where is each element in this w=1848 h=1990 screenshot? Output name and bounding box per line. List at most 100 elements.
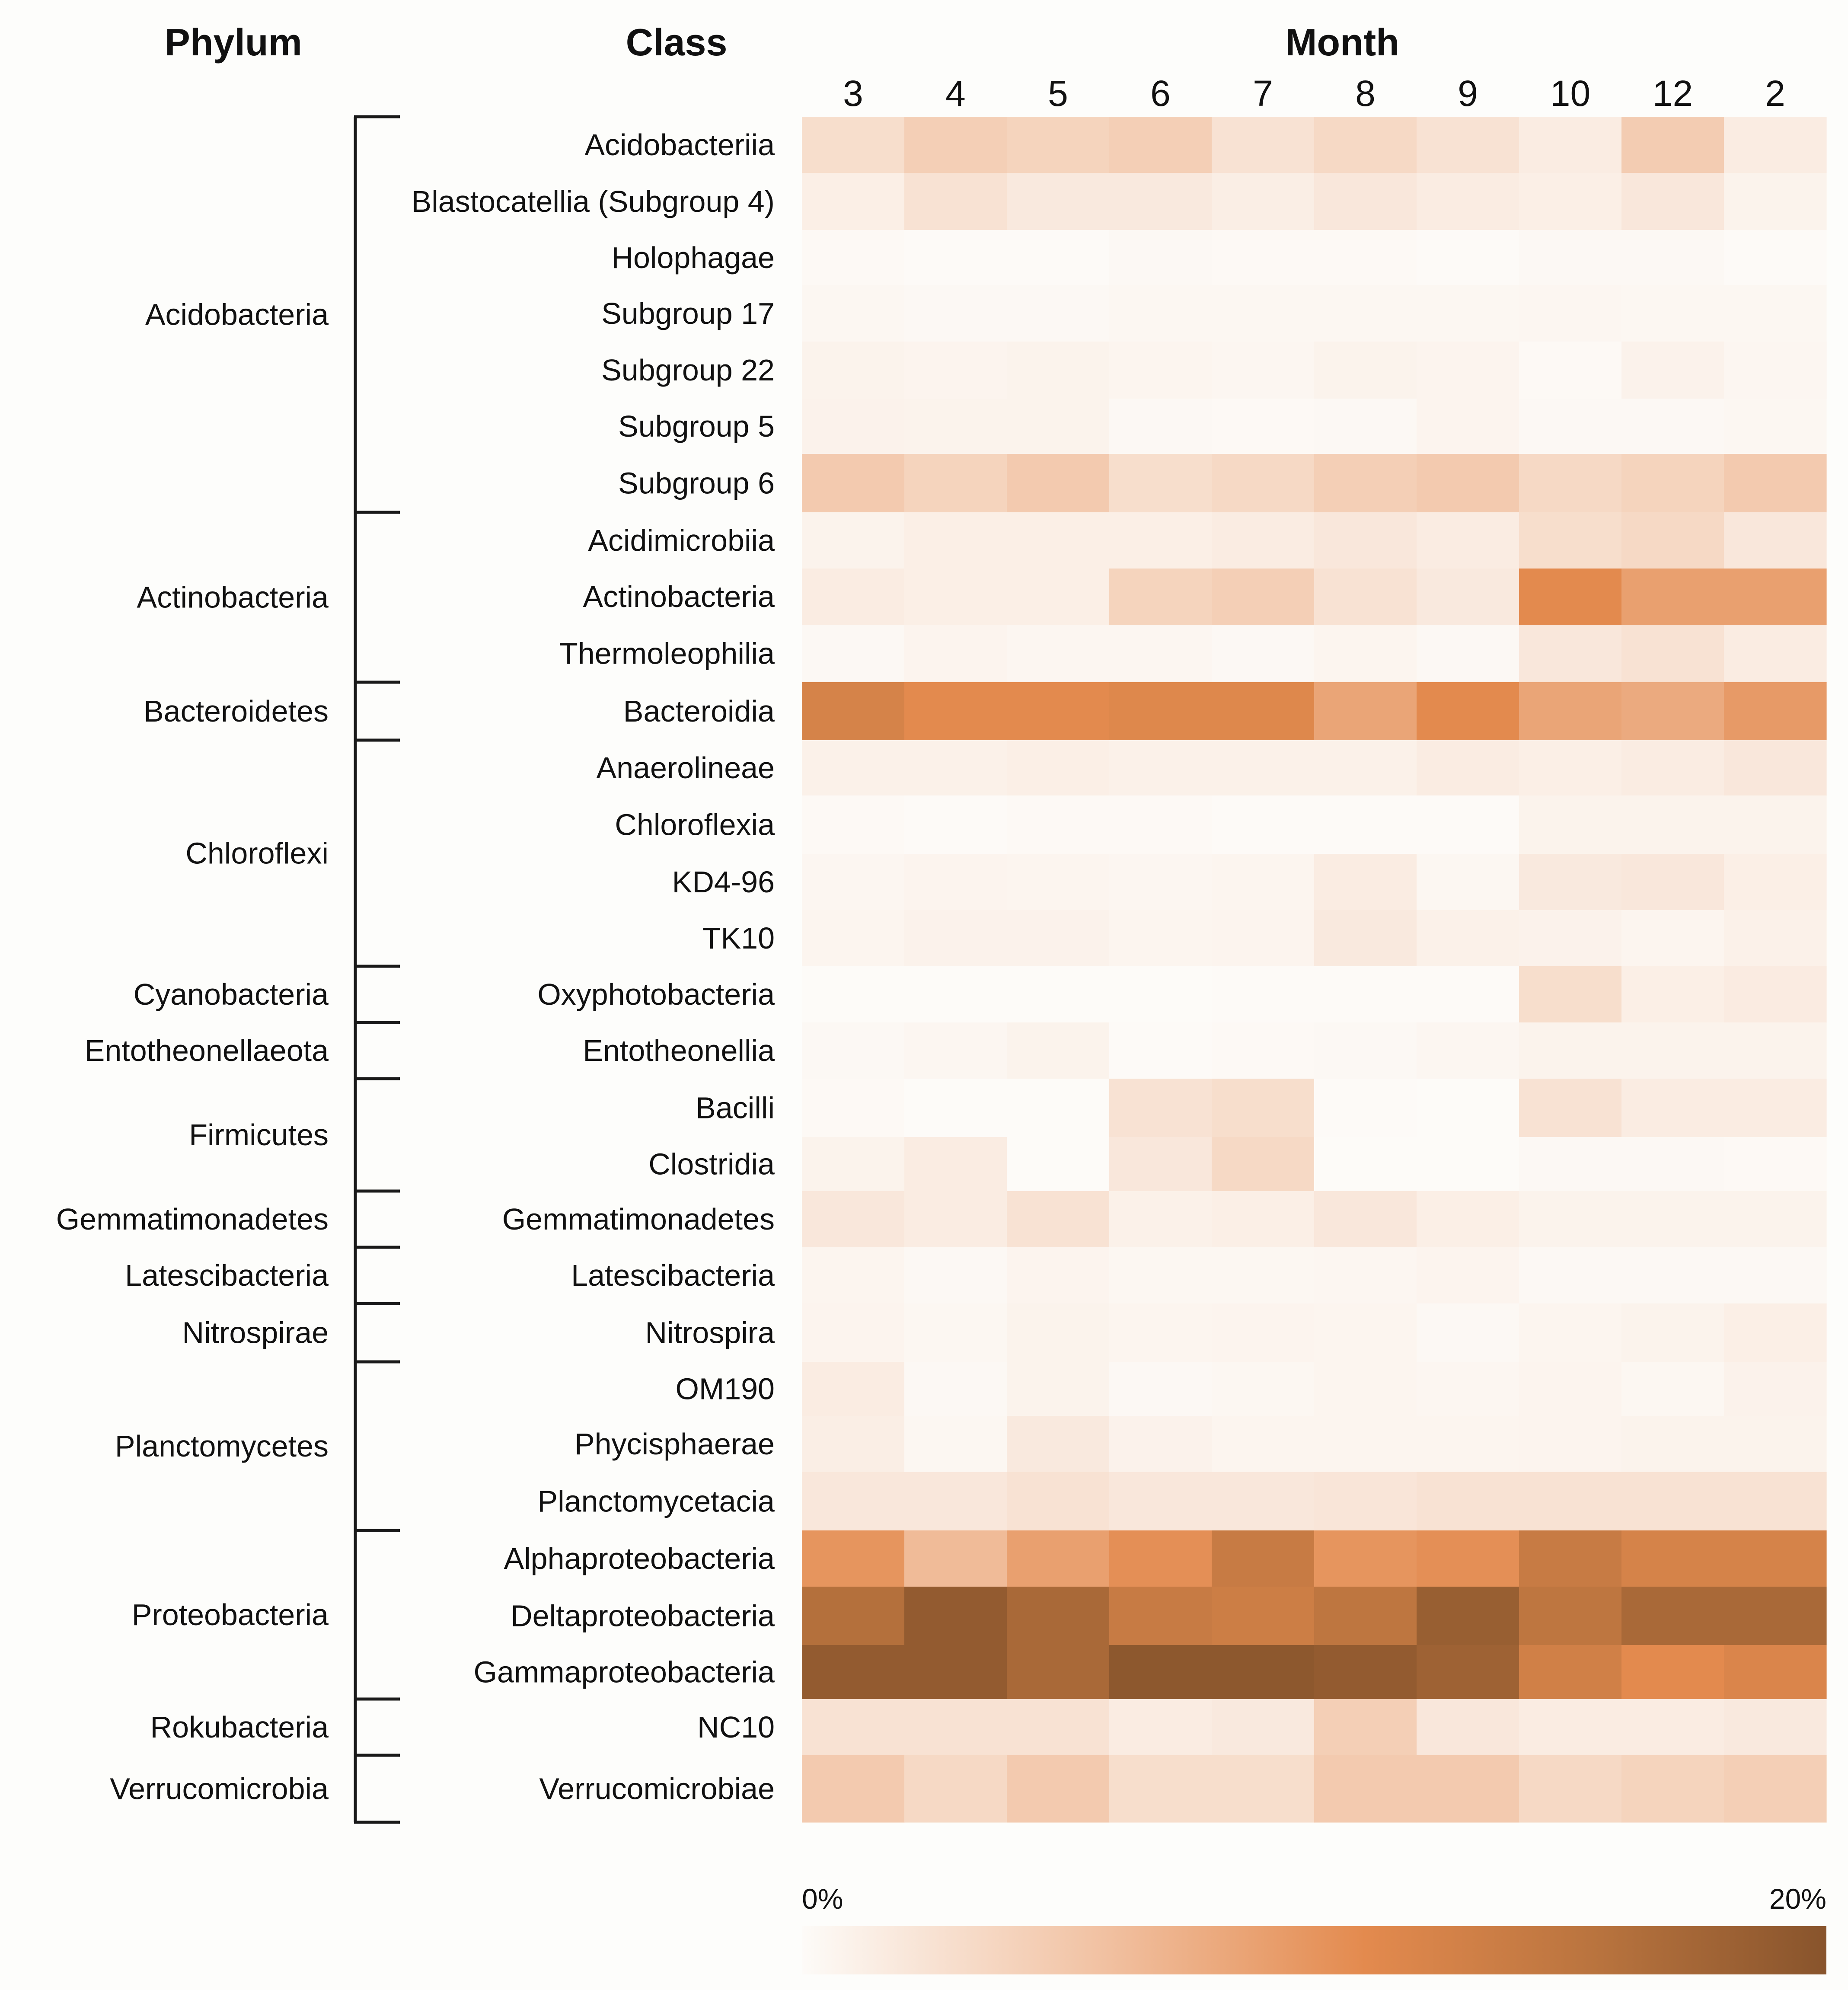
- phylum-label: Acidobacteria: [145, 298, 329, 332]
- colorbar: [802, 1926, 1826, 1974]
- month-label: 3: [843, 73, 863, 114]
- heatmap-cell: [1519, 740, 1622, 796]
- heatmap-cell: [1212, 454, 1315, 513]
- heatmap-cell: [1212, 1137, 1315, 1191]
- heatmap-cell: [1519, 966, 1622, 1023]
- phylum-label: Bacteroidetes: [144, 694, 329, 728]
- heatmap-cell: [1007, 569, 1110, 625]
- heatmap-cell: [1109, 740, 1212, 796]
- class-label: Alphaproteobacteria: [504, 1542, 775, 1575]
- heatmap-cell: [1519, 173, 1622, 230]
- heatmap-cell: [1314, 1472, 1417, 1531]
- heatmap-cell: [1417, 1303, 1519, 1362]
- class-label: Anaerolineae: [596, 751, 775, 785]
- class-header: Class: [626, 21, 728, 64]
- heatmap-cell: [1621, 1022, 1724, 1079]
- heatmap-cell: [1621, 1587, 1724, 1645]
- heatmap-cell: [1007, 1137, 1110, 1191]
- phylum-label: Gemmatimonadetes: [56, 1202, 329, 1236]
- heatmap-cell: [1314, 910, 1417, 967]
- heatmap-cell: [1519, 1472, 1622, 1531]
- heatmap-cell: [802, 399, 905, 454]
- heatmap-cell: [1417, 1191, 1519, 1248]
- heatmap-cell: [1417, 512, 1519, 569]
- heatmap-cell: [1314, 1530, 1417, 1587]
- heatmap-cell: [1519, 1079, 1622, 1137]
- heatmap-cell: [1007, 1303, 1110, 1362]
- heatmap-cell: [802, 512, 905, 569]
- heatmap-cell: [1621, 1191, 1724, 1248]
- heatmap-cell: [1212, 230, 1315, 286]
- heatmap-cell: [1417, 230, 1519, 286]
- heatmap-cell: [1621, 342, 1724, 399]
- heatmap-cell: [802, 342, 905, 399]
- heatmap-cell: [1621, 117, 1724, 173]
- class-label: Planctomycetacia: [537, 1485, 775, 1518]
- heatmap-cell: [1007, 795, 1110, 854]
- phylum-label: Proteobacteria: [132, 1598, 329, 1632]
- heatmap-cell: [1519, 1191, 1622, 1248]
- heatmap-cell: [802, 1530, 905, 1587]
- heatmap-cell: [904, 285, 1007, 342]
- heatmap-cell: [1724, 1416, 1827, 1473]
- heatmap-cell: [1417, 1587, 1519, 1645]
- heatmap-cell: [1212, 285, 1315, 342]
- heatmap-cell: [1621, 1530, 1724, 1587]
- heatmap-cell: [1109, 285, 1212, 342]
- heatmap-cell: [1621, 625, 1724, 683]
- heatmap-cell: [1314, 399, 1417, 454]
- heatmap-cell: [1621, 512, 1724, 569]
- heatmap-cell: [1314, 854, 1417, 910]
- heatmap-cell: [1212, 740, 1315, 796]
- heatmap-cell: [1519, 1530, 1622, 1587]
- phylum-label: Cyanobacteria: [134, 977, 329, 1011]
- heatmap-cell: [1724, 1362, 1827, 1416]
- month-header: Month: [1285, 21, 1399, 64]
- heatmap-cell: [802, 230, 905, 286]
- heatmap-cell: [1621, 399, 1724, 454]
- heatmap-cell: [1007, 285, 1110, 342]
- heatmap-cell: [1724, 399, 1827, 454]
- phylum-header: Phylum: [165, 21, 302, 64]
- heatmap-cell: [1212, 1416, 1315, 1473]
- heatmap-cell: [802, 1303, 905, 1362]
- heatmap-cell: [1007, 1587, 1110, 1645]
- heatmap-cell: [1007, 342, 1110, 399]
- heatmap-cell: [1621, 1416, 1724, 1473]
- heatmap-cell: [802, 1755, 905, 1823]
- heatmap-cell: [1109, 173, 1212, 230]
- heatmap-cell: [1519, 1022, 1622, 1079]
- heatmap-cell: [1621, 1362, 1724, 1416]
- heatmap-cell: [1724, 230, 1827, 286]
- heatmap-cell: [1621, 795, 1724, 854]
- class-label: OM190: [675, 1372, 775, 1406]
- heatmap-cell: [1109, 569, 1212, 625]
- heatmap-cell: [1212, 854, 1315, 910]
- class-label: Holophagae: [611, 241, 775, 275]
- heatmap-cell: [904, 682, 1007, 741]
- heatmap-cell: [1621, 285, 1724, 342]
- heatmap-cell: [1007, 966, 1110, 1023]
- class-label: Thermoleophilia: [559, 637, 775, 671]
- heatmap-cell: [1417, 1530, 1519, 1587]
- heatmap-cell: [802, 910, 905, 967]
- heatmap-cell: [1007, 910, 1110, 967]
- heatmap-cell: [1314, 342, 1417, 399]
- class-label: Clostridia: [648, 1147, 775, 1181]
- heatmap-cell: [1417, 854, 1519, 910]
- class-label: Gammaproteobacteria: [474, 1655, 775, 1689]
- heatmap-cell: [1519, 1755, 1622, 1823]
- heatmap-cell: [1314, 569, 1417, 625]
- heatmap-cell: [802, 454, 905, 513]
- class-label: Entotheonellia: [583, 1034, 775, 1067]
- month-label: 4: [945, 73, 966, 114]
- heatmap-cell: [1314, 966, 1417, 1023]
- class-label: Subgroup 6: [618, 466, 775, 500]
- heatmap-cell: [1519, 1303, 1622, 1362]
- heatmap-cell: [1519, 1587, 1622, 1645]
- month-label: 6: [1150, 73, 1171, 114]
- heatmap-cell: [1417, 1645, 1519, 1699]
- class-label: Verrucomicrobiae: [539, 1772, 775, 1806]
- colorbar-max-label: 20%: [1769, 1883, 1826, 1915]
- heatmap-cell: [802, 1472, 905, 1531]
